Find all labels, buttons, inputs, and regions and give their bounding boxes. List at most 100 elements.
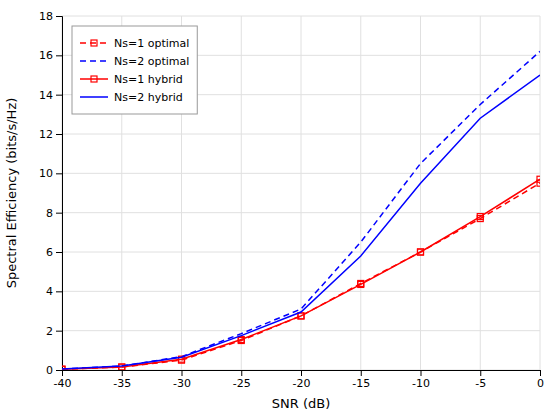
x-tick: -15 (352, 370, 370, 390)
y-tick: 6 (46, 246, 62, 259)
y-tick-mark (56, 252, 62, 253)
legend-label: Ns=2 hybrid (114, 91, 183, 104)
series-group (62, 51, 540, 370)
x-axis-line (63, 371, 541, 377)
legend-item: Ns=1 hybrid (80, 73, 183, 86)
y-tick-mark (56, 370, 62, 371)
y-tick-mark (56, 134, 62, 135)
y-tick: 0 (46, 364, 62, 377)
grid-line-y (62, 134, 540, 135)
series-marker (537, 176, 540, 182)
grid-line-x (540, 16, 541, 370)
x-tick-label: -5 (475, 377, 486, 390)
legend-label: Ns=2 optimal (114, 55, 189, 68)
x-tick-label: -10 (412, 377, 430, 390)
y-tick: 12 (39, 128, 62, 141)
x-tick-mark (361, 370, 362, 376)
grid-line-x (480, 16, 481, 370)
y-tick: 8 (46, 207, 62, 220)
legend-marker (91, 76, 97, 82)
y-tick-mark (56, 291, 62, 292)
y-tick: 18 (39, 10, 62, 23)
plot: -40 -35 -30 -25 -20 -15 -10 -5 0 0 2 4 6 8 10 12 14 16 18 N… (39, 10, 544, 390)
y-tick: 4 (46, 285, 62, 298)
legend-item: Ns=2 optimal (80, 55, 189, 68)
y-tick: 14 (39, 89, 62, 102)
series-marker (119, 364, 125, 370)
y-axis: 0 2 4 6 8 10 12 14 16 18 (39, 10, 63, 377)
x-tick-label: -15 (352, 377, 370, 390)
x-tick-label: 0 (537, 377, 544, 390)
grid-line-x (420, 16, 421, 370)
legend-item: Ns=2 hybrid (80, 91, 183, 104)
y-tick-mark (56, 55, 62, 56)
x-tick-mark (480, 370, 481, 376)
y-tick-label: 18 (39, 10, 53, 23)
grid-line-y (62, 252, 540, 253)
y-tick: 2 (46, 325, 62, 338)
y-tick-mark (56, 95, 62, 96)
grid-line-y (62, 16, 540, 17)
x-tick-mark (421, 370, 422, 376)
legend-box (72, 26, 197, 114)
series-marker (358, 281, 364, 287)
x-tick-mark (540, 370, 541, 376)
y-tick-mark (56, 173, 62, 174)
series-line (62, 51, 540, 369)
series-marker (298, 313, 304, 319)
legend: Ns=1 optimal Ns=2 optimal Ns=1 hybrid Ns=2 … (72, 26, 197, 114)
grid-line-x (360, 16, 361, 370)
grid-line-y (62, 330, 540, 331)
series-marker (477, 214, 483, 220)
y-axis-title: Spectral Efficiency (bits/s/Hz) (4, 98, 19, 289)
y-tick-label: 12 (39, 128, 53, 141)
x-tick: -10 (412, 370, 430, 390)
y-tick-mark (56, 16, 62, 17)
x-tick-label: -35 (113, 377, 131, 390)
x-tick: -30 (173, 370, 191, 390)
y-tick-label: 4 (46, 285, 53, 298)
y-tick: 10 (39, 167, 62, 180)
legend-label: Ns=1 hybrid (114, 73, 183, 86)
y-axis-line (56, 17, 63, 371)
y-tick-label: 2 (46, 325, 53, 338)
x-tick-mark (241, 370, 242, 376)
series-line (62, 183, 540, 369)
grid-line-y (62, 173, 540, 174)
x-tick-label: -30 (173, 377, 191, 390)
x-tick: 0 (537, 370, 544, 390)
x-axis-title: SNR (dB) (272, 396, 330, 411)
chart-container: -40 -35 -30 -25 -20 -15 -10 -5 0 0 2 4 6 8 10 12 14 16 18 N… (0, 0, 560, 420)
grid-line-y (62, 291, 540, 292)
legend-marker (91, 40, 97, 46)
x-axis: -40 -35 -30 -25 -20 -15 -10 -5 0 (54, 370, 544, 390)
y-tick: 16 (39, 49, 62, 62)
legend-swatch (80, 42, 108, 44)
x-tick-label: -20 (293, 377, 311, 390)
y-tick-label: 10 (39, 167, 53, 180)
series-line (62, 179, 540, 369)
x-tick: -5 (475, 370, 486, 390)
grid-line-x (301, 16, 302, 370)
y-tick-mark (56, 331, 62, 332)
x-tick-mark (301, 370, 302, 376)
chart: -40 -35 -30 -25 -20 -15 -10 -5 0 0 2 4 6 8 10 12 14 16 18 N… (0, 0, 560, 420)
x-tick-mark (182, 370, 183, 376)
y-tick-label: 16 (39, 49, 53, 62)
legend-swatch (80, 78, 108, 80)
legend-label: Ns=1 optimal (114, 37, 189, 50)
legend-swatch (80, 96, 108, 98)
y-tick-label: 14 (39, 89, 53, 102)
x-tick-mark (122, 370, 123, 376)
x-tick: -25 (233, 370, 251, 390)
x-tick-label: -25 (233, 377, 251, 390)
grid-line-x (241, 16, 242, 370)
series-line (62, 75, 540, 369)
legend-swatch (80, 60, 108, 62)
y-tick-label: 6 (46, 246, 53, 259)
series-marker (418, 249, 424, 255)
y-tick-mark (56, 213, 62, 214)
series-marker (238, 337, 244, 343)
x-tick-label: -40 (54, 377, 72, 390)
legend-item: Ns=1 optimal (80, 37, 189, 50)
